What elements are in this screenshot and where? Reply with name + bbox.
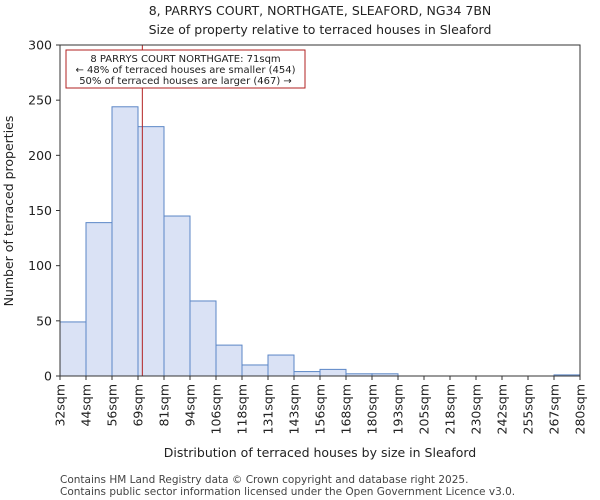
annotation-box	[65, 49, 306, 89]
bar-131sqm	[267, 354, 295, 377]
x-tick-label: 32sqm	[53, 384, 68, 427]
x-tick-label: 280sqm	[573, 384, 588, 434]
annotation-line-3: 50% of terraced houses are larger (467) …	[79, 76, 292, 87]
x-tick-label: 94sqm	[183, 384, 198, 427]
x-tick-label: 81sqm	[157, 384, 172, 427]
bar-156sqm	[319, 368, 347, 377]
bar-143sqm	[293, 371, 321, 377]
annotation-line-1: 8 PARRYS COURT NORTHGATE: 71sqm	[90, 54, 280, 65]
bars-group	[59, 106, 581, 377]
annotation-line-2: ← 48% of terraced houses are smaller (45…	[75, 65, 295, 76]
bar-44sqm	[85, 222, 113, 377]
x-tick-label: 218sqm	[443, 384, 458, 434]
bar-118sqm	[241, 364, 269, 377]
x-tick-label: 168sqm	[339, 384, 354, 434]
x-tick-label: 267sqm	[547, 384, 562, 434]
chart-title: 8, PARRYS COURT, NORTHGATE, SLEAFORD, NG…	[149, 3, 492, 18]
y-tick-label: 200	[28, 148, 52, 163]
x-axis: 32sqm 44sqm 56sqm 69sqm 81sqm 94sqm 106sqm 118s…	[53, 376, 588, 434]
x-tick-label: 56sqm	[105, 384, 120, 427]
x-tick-label: 255sqm	[521, 384, 536, 434]
x-tick-label: 156sqm	[313, 384, 328, 434]
bar-56sqm	[111, 106, 139, 377]
y-tick-label: 250	[28, 93, 52, 108]
y-axis: 0 50 100 150 200 250 300	[28, 38, 60, 384]
x-tick-label: 230sqm	[469, 384, 484, 434]
footer-line-2: Contains public sector information licen…	[60, 486, 515, 498]
y-tick-label: 100	[28, 258, 52, 273]
bar-94sqm	[189, 300, 217, 377]
y-axis-label: Number of terraced properties	[1, 116, 16, 307]
x-tick-label: 193sqm	[391, 384, 406, 434]
y-tick-label: 50	[36, 313, 52, 328]
bar-106sqm	[215, 344, 243, 377]
x-tick-label: 131sqm	[261, 384, 276, 434]
x-tick-label: 143sqm	[287, 384, 302, 434]
bar-81sqm	[163, 215, 191, 377]
x-tick-label: 44sqm	[79, 384, 94, 427]
x-tick-label: 180sqm	[365, 384, 380, 434]
x-tick-label: 69sqm	[131, 384, 146, 427]
y-tick-label: 0	[44, 369, 52, 384]
x-tick-label: 205sqm	[417, 384, 432, 434]
bar-32sqm	[59, 321, 87, 377]
x-tick-label: 242sqm	[495, 384, 510, 434]
x-axis-label: Distribution of terraced houses by size …	[164, 445, 476, 460]
y-tick-label: 300	[28, 38, 52, 53]
x-tick-label: 118sqm	[235, 384, 250, 434]
x-tick-label: 106sqm	[209, 384, 224, 434]
footer-line-1: Contains HM Land Registry data © Crown c…	[60, 474, 468, 486]
y-tick-label: 150	[28, 203, 52, 218]
chart-subtitle: Size of property relative to terraced ho…	[149, 22, 492, 37]
